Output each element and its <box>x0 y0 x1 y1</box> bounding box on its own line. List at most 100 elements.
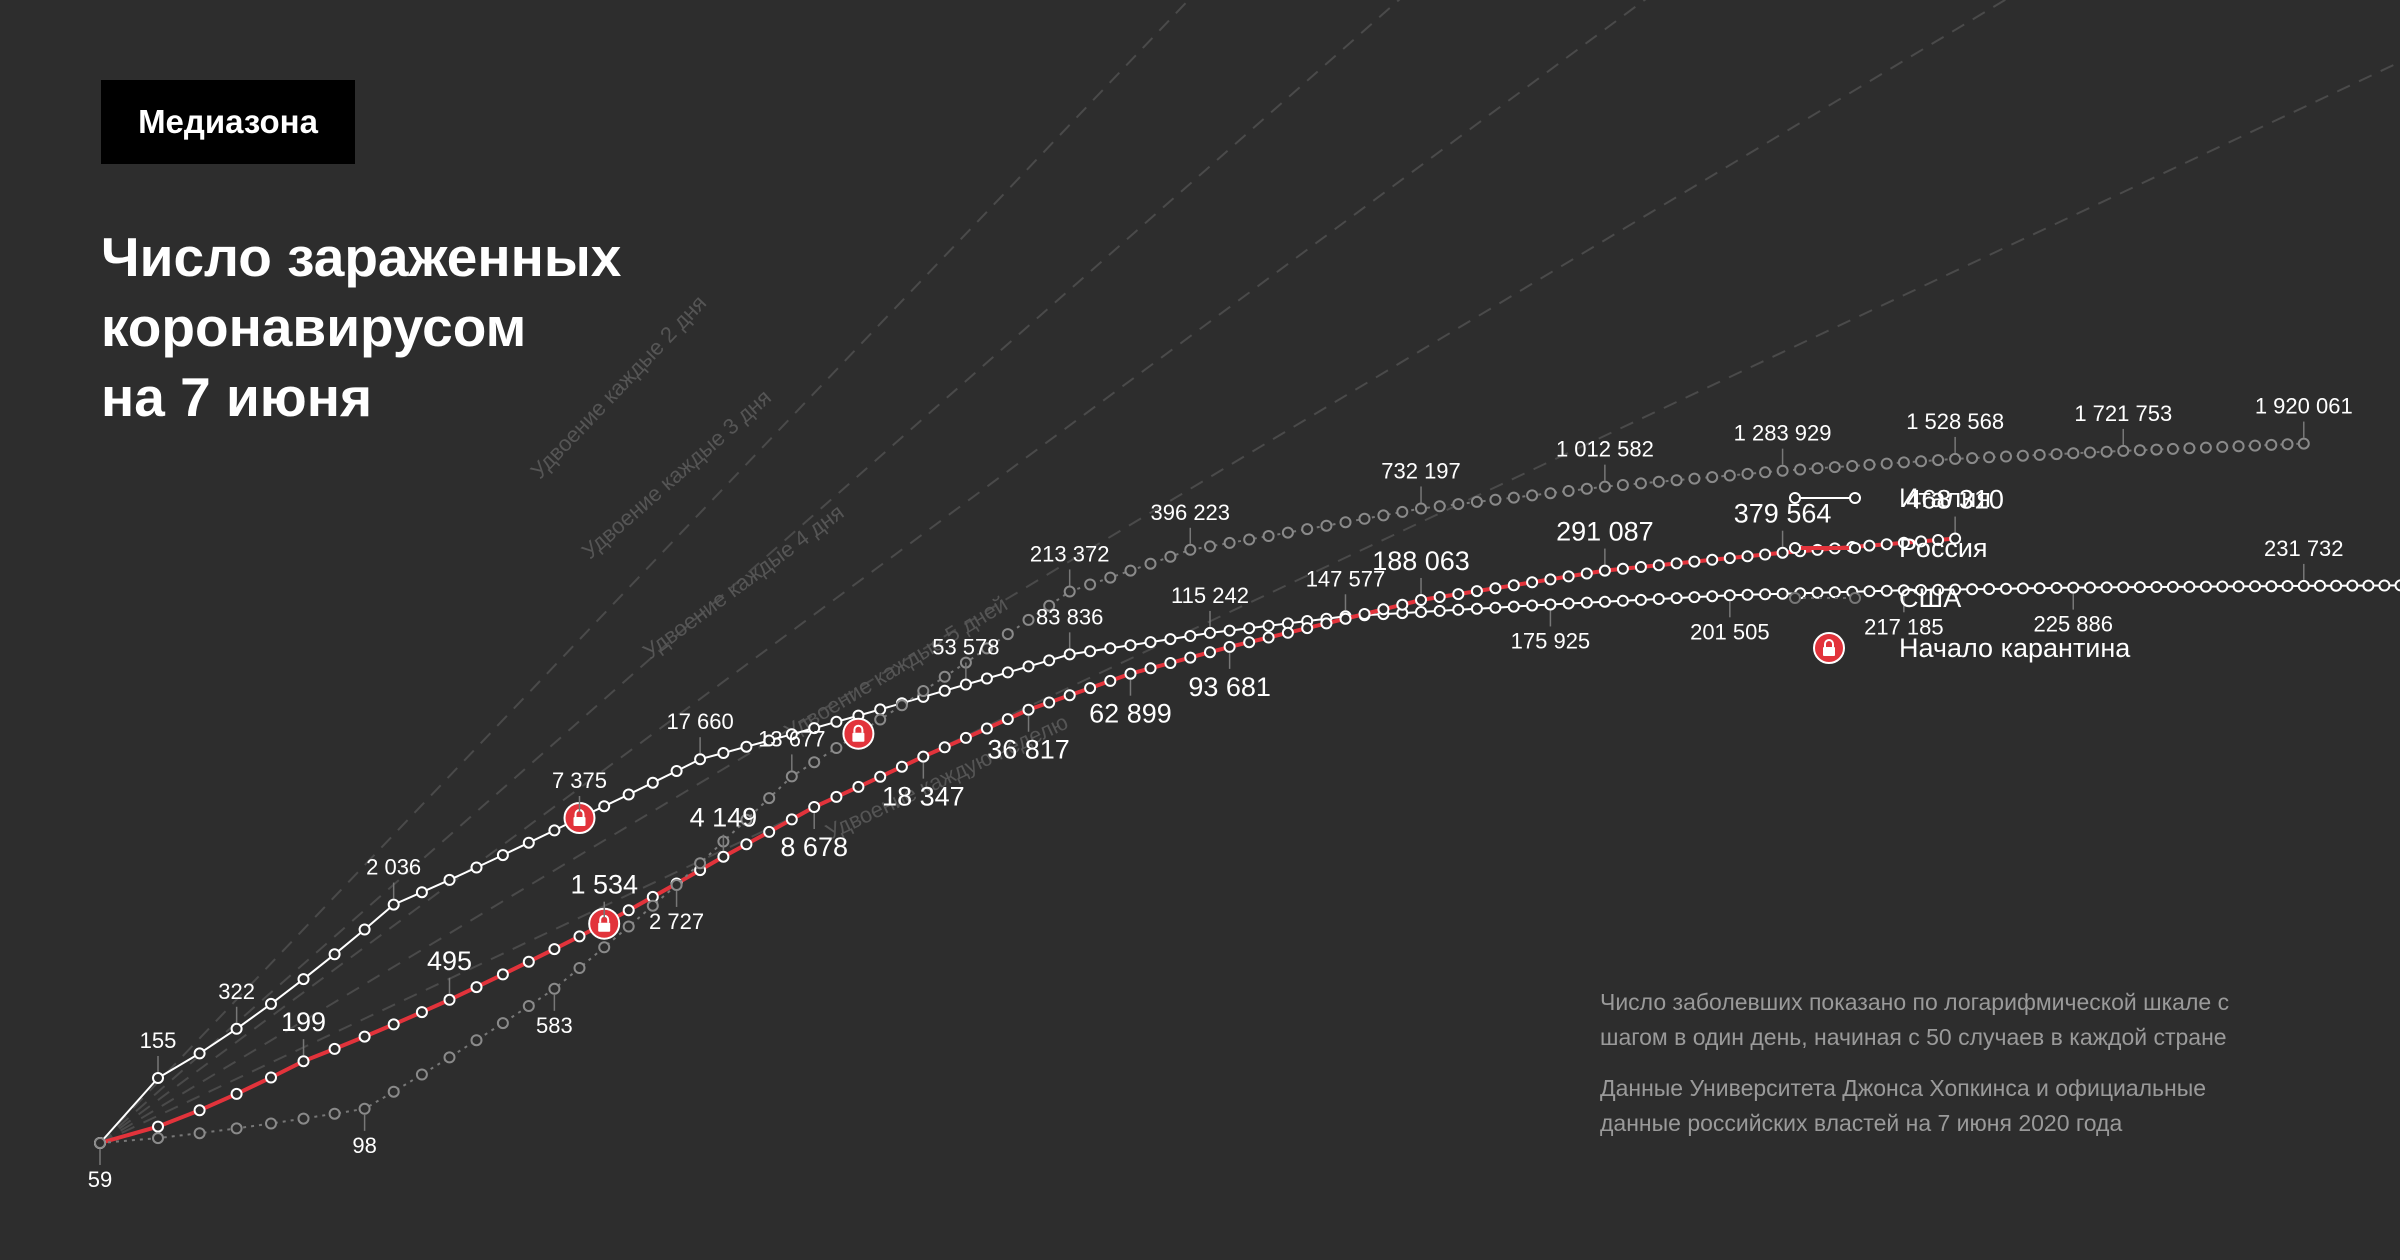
data-point <box>1281 526 1294 539</box>
data-point <box>470 861 483 874</box>
data-point <box>646 776 659 789</box>
data-point <box>1915 584 1927 596</box>
data-point <box>959 678 972 691</box>
data-point <box>152 1120 164 1133</box>
data-point <box>358 1102 371 1115</box>
data-point <box>1144 662 1157 675</box>
data-point <box>1507 579 1520 592</box>
data-label: 1 920 061 <box>2255 394 2353 419</box>
data-point <box>1489 582 1502 595</box>
data-point <box>1489 601 1502 614</box>
data-label: 201 505 <box>1690 619 1770 644</box>
data-label: 115 242 <box>1171 583 1249 608</box>
data-point <box>785 770 798 783</box>
data-point <box>297 973 310 986</box>
data-point <box>740 838 753 851</box>
data-point <box>1452 588 1465 601</box>
data-point <box>2050 581 2063 594</box>
data-label: 1 721 753 <box>2074 401 2172 426</box>
data-point <box>2117 444 2130 457</box>
doubling-guide-label: Удвоение каждые 4 дня <box>638 499 848 664</box>
data-label: 155 <box>140 1028 177 1053</box>
legend-swatch-line-icon <box>1789 542 1861 554</box>
data-point <box>763 734 776 747</box>
data-point <box>2265 580 2278 593</box>
data-point <box>2199 580 2212 593</box>
data-point <box>1723 469 1736 482</box>
data-point <box>1262 631 1275 644</box>
lock-icon-body <box>573 817 586 826</box>
data-point <box>2050 448 2063 461</box>
data-point <box>1084 645 1097 658</box>
data-label: 13 677 <box>758 726 825 751</box>
data-point <box>1616 594 1629 607</box>
brand-logo[interactable]: Медиазона <box>101 80 355 164</box>
doubling-guide-line <box>99 61 2400 1144</box>
data-point <box>1223 640 1236 653</box>
legend-swatch-line-icon <box>1789 492 1861 504</box>
data-point <box>1001 713 1014 726</box>
data-point <box>1124 639 1137 652</box>
data-label: 468 310 <box>1906 485 2004 515</box>
data-point <box>1932 454 1945 467</box>
data-point <box>443 873 456 886</box>
data-point <box>1415 606 1427 618</box>
data-label: 379 564 <box>1734 499 1832 529</box>
data-point <box>1863 458 1876 471</box>
data-point <box>443 993 456 1006</box>
data-point <box>1377 509 1390 522</box>
data-point <box>2067 447 2080 460</box>
data-label: 1 283 929 <box>1734 421 1832 446</box>
data-point <box>670 879 683 891</box>
data-point <box>1897 584 1910 597</box>
data-point <box>1544 573 1557 586</box>
data-point <box>470 1034 483 1047</box>
data-point <box>1452 603 1465 616</box>
data-point <box>2067 581 2080 594</box>
data-point <box>1846 460 1859 472</box>
data-point <box>2314 579 2326 592</box>
data-point <box>2265 438 2278 451</box>
data-point <box>2150 581 2163 593</box>
data-point <box>1616 479 1629 491</box>
title-line: на 7 июня <box>101 366 373 428</box>
data-point <box>2166 442 2179 455</box>
data-point <box>1377 603 1390 616</box>
data-point <box>1897 456 1910 469</box>
data-point <box>358 1030 371 1043</box>
data-point <box>1124 667 1137 680</box>
data-label: 7 375 <box>552 768 607 793</box>
data-point <box>1470 495 1483 508</box>
data-label: 495 <box>427 946 472 976</box>
data-point <box>1144 557 1157 570</box>
data-point <box>573 930 586 943</box>
data-point <box>2297 437 2310 450</box>
title-line: Число зараженных <box>101 226 622 288</box>
data-point <box>1104 571 1117 584</box>
data-point <box>717 747 730 759</box>
data-point <box>1358 608 1371 620</box>
data-label: 53 578 <box>932 634 999 659</box>
legend-swatch-dotted-icon <box>1789 592 1861 604</box>
data-point <box>1281 626 1294 639</box>
data-point <box>1983 451 1996 464</box>
data-point <box>415 1006 428 1019</box>
lock-icon-shackle <box>853 724 864 733</box>
data-point <box>1949 452 1962 465</box>
data-point <box>694 753 707 766</box>
data-point <box>1706 590 1719 603</box>
data-label: 62 899 <box>1089 699 1172 729</box>
title-line: коронавирусом <box>101 296 527 358</box>
data-point <box>1124 564 1137 577</box>
data-point <box>1526 599 1539 612</box>
data-point <box>1415 594 1427 606</box>
data-point <box>1301 622 1314 635</box>
data-point <box>1723 552 1736 565</box>
data-point <box>2000 450 2012 463</box>
lock-icon <box>1813 632 1845 664</box>
data-point <box>328 948 341 961</box>
data-point <box>415 1068 428 1081</box>
data-point <box>2249 439 2261 452</box>
data-point <box>938 670 951 683</box>
data-label: 4 149 <box>690 803 758 833</box>
